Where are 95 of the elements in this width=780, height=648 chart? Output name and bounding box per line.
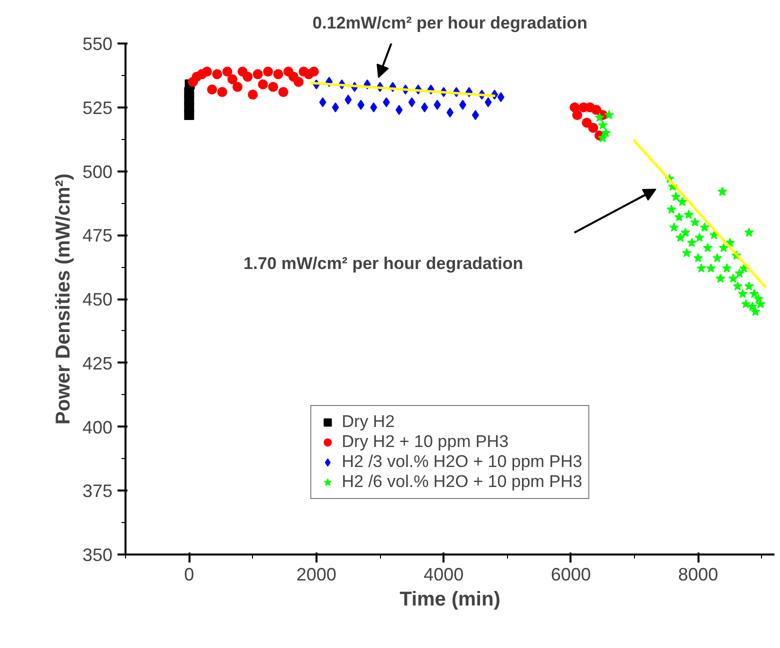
point	[242, 72, 253, 82]
point	[677, 196, 688, 206]
x-tick-label: 6000	[550, 564, 591, 584]
y-tick-label: 525	[82, 98, 113, 118]
point	[357, 100, 364, 110]
point	[396, 104, 403, 115]
point	[718, 242, 728, 252]
point	[734, 268, 744, 278]
point	[669, 222, 679, 232]
point	[332, 102, 339, 112]
x-tick-label: 8000	[678, 564, 718, 584]
point	[728, 274, 738, 283]
point	[273, 69, 284, 80]
point	[232, 82, 242, 92]
legend-label: H2 /3 vol.% H2O + 10 ppm PH3	[342, 452, 582, 472]
point	[202, 66, 212, 77]
point	[747, 302, 758, 311]
y-tick-label: 425	[82, 353, 113, 374]
point	[598, 120, 608, 130]
point	[676, 232, 686, 242]
point	[227, 74, 238, 84]
point	[666, 204, 676, 214]
point	[674, 212, 684, 222]
y-tick-label: 400	[82, 417, 113, 438]
y-tick-label: 350	[82, 545, 113, 565]
point	[741, 299, 751, 308]
point	[294, 76, 304, 87]
point	[572, 110, 582, 120]
point	[222, 66, 232, 77]
legend-label: Dry H2	[342, 412, 395, 432]
y-tick-label: 375	[82, 481, 113, 502]
y-tick-label: 450	[82, 290, 113, 310]
point	[344, 94, 352, 105]
point	[370, 102, 378, 112]
point	[591, 104, 602, 115]
point	[718, 186, 728, 196]
point	[744, 281, 754, 290]
point	[472, 110, 479, 120]
point	[684, 210, 694, 219]
point	[278, 87, 288, 98]
point	[706, 263, 716, 272]
point	[308, 66, 319, 77]
point	[382, 97, 390, 108]
point	[694, 232, 704, 242]
point	[732, 281, 742, 290]
point	[598, 133, 608, 142]
point	[744, 228, 754, 237]
y-axis-title: Power Densities (mW/cm²)	[52, 173, 74, 425]
point	[700, 222, 710, 232]
text: 0.12mW/cm² per hour degradation	[312, 14, 588, 32]
point	[750, 306, 760, 316]
point	[690, 217, 700, 226]
point	[421, 102, 428, 112]
point	[702, 242, 712, 252]
point	[588, 122, 598, 133]
point	[408, 97, 416, 108]
point	[671, 192, 681, 201]
point	[434, 100, 441, 110]
point	[722, 263, 732, 272]
legend-label: Dry H2 + 10 ppm PH3	[342, 432, 509, 452]
x-tick-label: 4000	[424, 564, 464, 584]
point	[268, 82, 278, 92]
point	[738, 288, 748, 298]
y-tick-label: 550	[82, 34, 113, 54]
point	[217, 87, 228, 98]
point	[693, 253, 703, 262]
point	[484, 97, 492, 108]
point	[716, 274, 726, 283]
point	[696, 263, 706, 272]
point	[756, 299, 766, 308]
point	[682, 248, 692, 258]
point	[582, 118, 592, 128]
y-tick-label: 500	[82, 162, 113, 182]
legend-label: H2 /6 vol.% H2O + 10 ppm PH3	[342, 472, 582, 492]
point	[680, 228, 690, 237]
point	[319, 97, 326, 108]
point	[212, 69, 222, 80]
x-tick-label: 2000	[296, 564, 336, 584]
point	[248, 90, 258, 100]
x-axis-title: Time (min)	[400, 588, 500, 610]
point	[604, 110, 614, 120]
point	[601, 128, 611, 138]
point	[263, 66, 274, 77]
point	[258, 79, 268, 90]
point	[594, 112, 604, 122]
point	[712, 253, 722, 262]
point	[459, 100, 466, 110]
point	[252, 69, 263, 80]
point	[497, 92, 504, 102]
annotation: 1.70 mW/cm² per hour degradation	[244, 254, 524, 273]
y-tick-label: 475	[82, 226, 113, 246]
x-tick-label: 0	[184, 564, 194, 584]
point	[207, 84, 218, 94]
point	[749, 288, 759, 298]
point	[687, 238, 697, 247]
